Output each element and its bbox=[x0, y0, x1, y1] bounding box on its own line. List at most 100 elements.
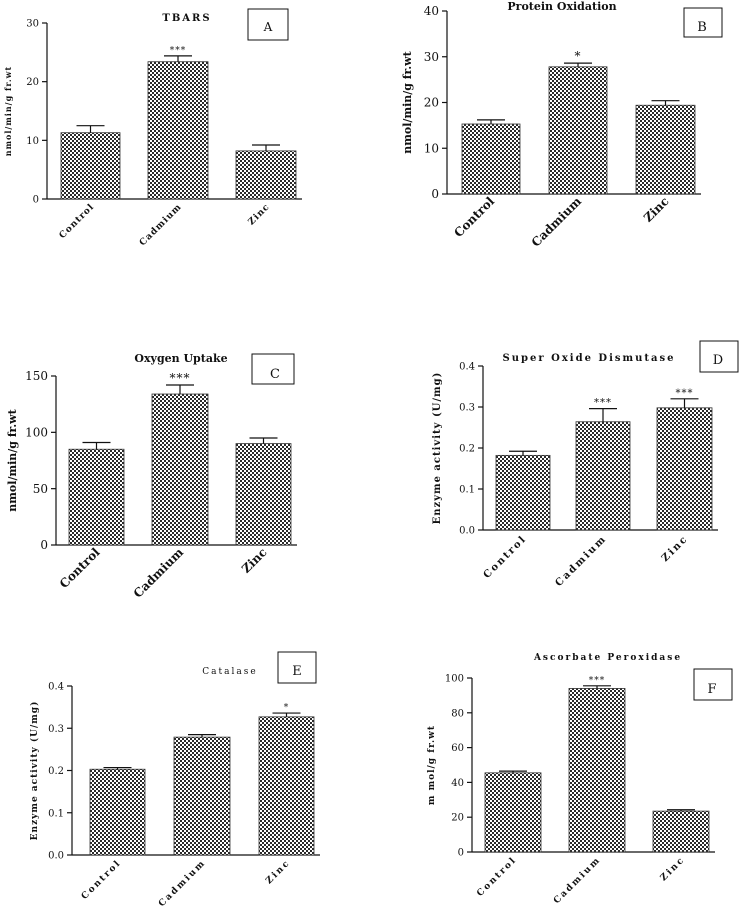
chart-title: Super Oxide Dismutase bbox=[503, 353, 676, 364]
y-tick-label: 20 bbox=[26, 77, 39, 88]
panel-label-box bbox=[699, 340, 739, 373]
chart-panel-f: 0 20 40 60 80 100 Control *** Cadmium Zinc Ascorba… bbox=[427, 653, 733, 906]
x-category-label: Zinc bbox=[641, 194, 672, 225]
x-category-label: Control bbox=[482, 533, 530, 581]
bar-cadmium bbox=[568, 688, 626, 853]
y-tick-label: 50 bbox=[33, 482, 48, 496]
significance-mark: *** bbox=[589, 676, 606, 686]
chart-panel-a: 0 10 20 30 Control *** Cadmium Zinc TBARS nmol/mi… bbox=[3, 8, 302, 248]
bar-control bbox=[68, 448, 125, 546]
bar-control bbox=[484, 772, 542, 853]
y-tick-label: 0.1 bbox=[459, 485, 475, 496]
chart-title: Protein Oxidation bbox=[507, 0, 616, 13]
y-tick-label: 0.2 bbox=[48, 766, 64, 777]
y-tick-label: 0.4 bbox=[459, 362, 475, 373]
panel-label-box bbox=[683, 7, 723, 38]
y-tick-label: 0 bbox=[33, 195, 39, 206]
chart-title: Ascorbate Peroxidase bbox=[533, 653, 682, 663]
bar-zinc bbox=[652, 810, 710, 853]
x-category-label: Zinc bbox=[659, 855, 687, 883]
y-tick-label: 40 bbox=[451, 778, 464, 789]
y-tick-label: 80 bbox=[451, 708, 464, 719]
x-category-label: Cadmium bbox=[552, 855, 603, 906]
bar-cadmium bbox=[173, 736, 231, 856]
significance-mark: * bbox=[575, 49, 582, 63]
bar-control bbox=[60, 132, 121, 200]
chart-panel-d: 0.0 0.1 0.2 0.3 0.4 Control *** Cadmium *** Zinc S… bbox=[432, 340, 739, 589]
y-tick-label: 30 bbox=[424, 50, 439, 64]
panel-label: F bbox=[707, 682, 716, 697]
y-axis-label: nmol/min/g fr.wt bbox=[3, 66, 13, 157]
significance-mark: * bbox=[284, 703, 290, 713]
y-tick-label: 0.3 bbox=[48, 724, 64, 735]
x-category-label: Zinc bbox=[264, 858, 292, 886]
x-category-label: Cadmium bbox=[529, 194, 585, 250]
y-tick-label: 20 bbox=[424, 96, 439, 110]
y-tick-label: 40 bbox=[424, 4, 439, 18]
significance-mark: *** bbox=[170, 46, 187, 56]
y-tick-label: 20 bbox=[451, 813, 464, 824]
chart-panel-c: 0 50 100 150 Control *** Cadmium Zinc Oxygen Upt… bbox=[6, 352, 297, 601]
y-tick-label: 0 bbox=[431, 187, 439, 201]
x-category-label: Cadmium bbox=[138, 202, 184, 248]
y-tick-label: 100 bbox=[25, 426, 48, 440]
chart-title: Oxygen Uptake bbox=[134, 352, 227, 365]
x-category-label: Zinc bbox=[660, 533, 691, 564]
y-axis-label: Enzyme activity (U/mg) bbox=[29, 701, 40, 841]
x-category-label: Control bbox=[80, 858, 124, 902]
bar-zinc bbox=[635, 104, 696, 195]
bar-zinc bbox=[235, 150, 297, 200]
y-tick-label: 100 bbox=[445, 674, 464, 685]
y-tick-label: 0.4 bbox=[48, 682, 64, 693]
bar-cadmium bbox=[147, 61, 209, 200]
significance-mark: *** bbox=[676, 388, 694, 399]
bar-zinc bbox=[258, 716, 315, 856]
chart-title: Catalase bbox=[202, 667, 257, 677]
x-category-label: Zinc bbox=[247, 202, 272, 227]
bar-control bbox=[495, 454, 551, 531]
panel-label-box bbox=[693, 668, 733, 701]
y-tick-label: 150 bbox=[25, 369, 48, 383]
y-tick-label: 0.0 bbox=[459, 526, 475, 537]
bar-control bbox=[461, 123, 521, 195]
panel-label-box bbox=[247, 8, 289, 41]
y-tick-label: 0.1 bbox=[48, 808, 64, 819]
x-category-label: Control bbox=[475, 855, 519, 899]
x-category-label: Zinc bbox=[239, 545, 270, 576]
y-tick-label: 60 bbox=[451, 743, 464, 754]
bar-zinc bbox=[656, 407, 713, 531]
bar-cadmium bbox=[548, 66, 608, 195]
bar-cadmium bbox=[151, 393, 209, 546]
y-axis-label: m mol/g fr.wt bbox=[427, 725, 437, 805]
panel-label: C bbox=[270, 367, 280, 382]
y-tick-label: 0.0 bbox=[48, 851, 64, 862]
y-axis-label: Enzyme activity (U/mg) bbox=[432, 372, 443, 525]
x-category-label: Cadmium bbox=[131, 545, 187, 601]
panel-label: D bbox=[713, 353, 723, 368]
panel-label: E bbox=[292, 664, 302, 679]
chart-panel-b: 0 10 20 30 40 Control * Cadmium Zinc Protein Oxid… bbox=[401, 0, 723, 250]
y-tick-label: 0.2 bbox=[459, 444, 475, 455]
x-category-label: Cadmium bbox=[553, 533, 609, 589]
panel-label: A bbox=[263, 20, 273, 34]
x-category-label: Cadmium bbox=[157, 858, 208, 908]
chart-panel-e: 0.0 0.1 0.2 0.3 0.4 Control Cadmium * Zinc Catala… bbox=[29, 651, 320, 908]
panel-label: B bbox=[697, 20, 707, 35]
x-category-label: Control bbox=[451, 194, 497, 240]
significance-mark: *** bbox=[594, 398, 612, 409]
bar-control bbox=[89, 768, 146, 856]
chart-title: TBARS bbox=[162, 13, 211, 24]
y-tick-label: 30 bbox=[26, 19, 39, 30]
panel-label-box bbox=[251, 353, 295, 385]
y-tick-label: 0.3 bbox=[459, 403, 475, 414]
y-axis-label: nmol/min/g fr.wt bbox=[6, 408, 19, 511]
y-axis-label: nmol/min/g fr.wt bbox=[401, 50, 414, 153]
bar-cadmium bbox=[575, 421, 631, 531]
x-category-label: Control bbox=[57, 545, 103, 591]
bar-zinc bbox=[235, 443, 292, 546]
y-tick-label: 0 bbox=[458, 848, 464, 859]
x-category-label: Control bbox=[58, 202, 97, 241]
significance-mark: *** bbox=[170, 371, 191, 385]
panel-label-box bbox=[277, 651, 317, 684]
y-tick-label: 10 bbox=[424, 141, 439, 155]
